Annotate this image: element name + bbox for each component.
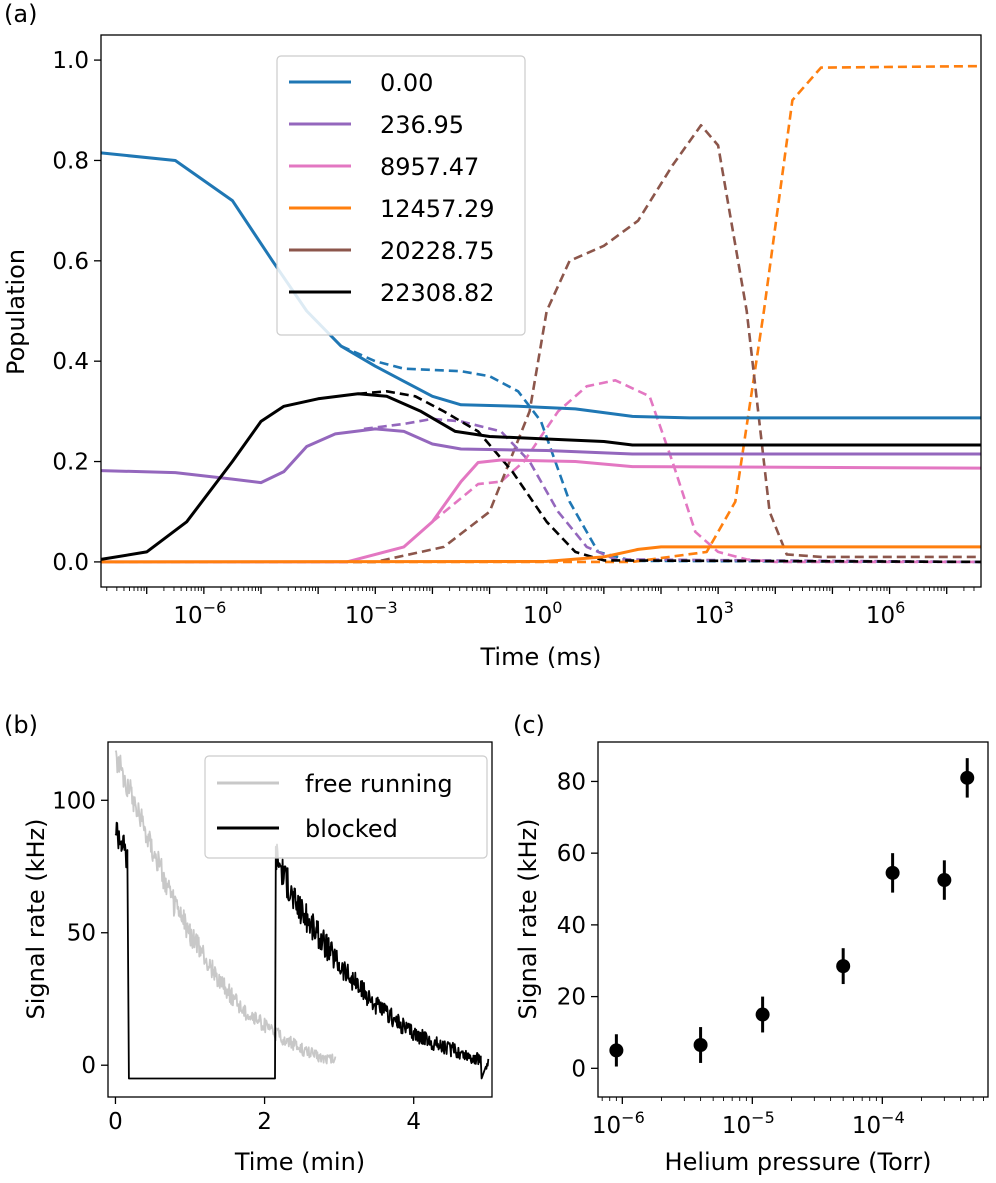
series-20228.75-dashed xyxy=(101,124,981,564)
panel-b: (b) 0 50 100 0 2 4 Time (min) Signal rate (k… xyxy=(4,711,493,1176)
panel-b-y-axis: 0 50 100 xyxy=(52,788,108,1079)
data-point xyxy=(693,1038,708,1053)
x-tick-label: 10−6 xyxy=(592,1108,645,1139)
legend-label: 20228.75 xyxy=(380,237,495,265)
y-tick-label: 0.6 xyxy=(52,249,89,275)
data-point xyxy=(609,1043,624,1058)
panel-b-x-axis: 0 2 4 xyxy=(108,1097,421,1135)
data-point xyxy=(755,1007,770,1022)
x-tick-label: 10−3 xyxy=(345,598,398,629)
x-tick-label: 2 xyxy=(257,1109,272,1135)
x-tick-label: 10−5 xyxy=(722,1108,775,1139)
legend-label: 236.95 xyxy=(380,111,464,139)
y-tick-label: 50 xyxy=(67,921,96,947)
legend-label: free running xyxy=(305,770,453,798)
y-tick-label: 40 xyxy=(557,913,586,939)
panel-c-y-label: Signal rate (kHz) xyxy=(514,819,542,1020)
legend-label: 22308.82 xyxy=(380,279,495,307)
panel-a-series xyxy=(100,64,982,564)
series-free-running xyxy=(114,750,337,1065)
legend-label: 12457.29 xyxy=(380,195,495,223)
panel-a-frame xyxy=(100,34,982,588)
series-blocked xyxy=(114,821,490,1080)
data-point xyxy=(836,959,851,974)
series-12457.29-solid xyxy=(100,545,981,564)
series-12457.29-dashed xyxy=(101,64,982,564)
y-tick-label: 20 xyxy=(557,985,586,1011)
panel-c-label: (c) xyxy=(513,711,545,739)
y-tick-label: 0.4 xyxy=(52,349,89,375)
y-tick-label: 1.0 xyxy=(52,48,89,74)
x-tick-label: 100 xyxy=(523,598,562,629)
y-tick-label: 0 xyxy=(81,1053,96,1079)
y-tick-label: 80 xyxy=(557,769,586,795)
y-tick-label: 0.2 xyxy=(52,450,89,476)
panel-c-x-label: Helium pressure (Torr) xyxy=(665,1148,932,1176)
panel-a-x-axis: 10−6 10−3 100 103 106 xyxy=(106,587,975,629)
x-tick-label: 10−6 xyxy=(173,598,226,629)
series-8957.47-dashed xyxy=(431,379,981,564)
panel-b-y-label: Signal rate (kHz) xyxy=(22,819,50,1020)
panel-c-frame xyxy=(597,741,989,1098)
panel-a-y-label: Population xyxy=(2,249,30,375)
panel-c-series xyxy=(609,758,975,1067)
panel-a-label: (a) xyxy=(4,0,37,28)
panel-a-y-axis: 0.0 0.2 0.4 0.6 0.8 1.0 xyxy=(52,48,101,576)
y-tick-label: 100 xyxy=(52,788,96,814)
x-tick-label: 106 xyxy=(866,598,905,629)
legend-box xyxy=(276,55,526,336)
series-236.95-solid xyxy=(100,427,981,485)
panel-b-legend: free running blocked xyxy=(204,755,488,859)
series-8957.47-solid xyxy=(101,458,982,564)
panel-b-x-label: Time (min) xyxy=(234,1148,365,1176)
data-point xyxy=(937,873,952,888)
y-tick-label: 0.0 xyxy=(52,550,89,576)
x-tick-label: 103 xyxy=(694,598,733,629)
panel-c: (c) 0 20 40 60 80 10−6 10−5 10−4 Helium pressu… xyxy=(513,711,989,1176)
panel-a-x-label: Time (ms) xyxy=(480,643,602,671)
series-22308.82-dashed xyxy=(357,390,982,564)
panel-a: (a) 0.0 0.2 0.4 0.6 0.8 1.0 10−6 10−3 100 103 106… xyxy=(2,0,982,671)
x-tick-label: 4 xyxy=(406,1109,421,1135)
data-point xyxy=(960,770,975,785)
data-point xyxy=(885,865,900,880)
x-tick-label: 10−4 xyxy=(852,1108,905,1139)
panel-b-label: (b) xyxy=(4,711,38,739)
legend-label: 8957.47 xyxy=(380,153,479,181)
panel-b-frame xyxy=(107,741,493,1098)
series-22308.82-solid xyxy=(100,392,981,561)
y-tick-label: 0.8 xyxy=(52,148,89,174)
series-0.00-solid xyxy=(100,151,981,420)
legend-label: 0.00 xyxy=(380,69,433,97)
panel-c-y-axis: 0 20 40 60 80 xyxy=(557,769,598,1082)
x-tick-label: 0 xyxy=(108,1109,123,1135)
legend-label: blocked xyxy=(305,815,398,843)
y-tick-label: 60 xyxy=(557,841,586,867)
panel-a-legend: 0.00 236.95 8957.47 12457.29 20228.75 22308.8… xyxy=(276,55,526,336)
panel-b-series xyxy=(114,750,490,1080)
panel-c-x-axis: 10−6 10−5 10−4 xyxy=(592,1097,984,1139)
y-tick-label: 0 xyxy=(571,1056,586,1082)
series-236.95-dashed xyxy=(363,417,982,564)
